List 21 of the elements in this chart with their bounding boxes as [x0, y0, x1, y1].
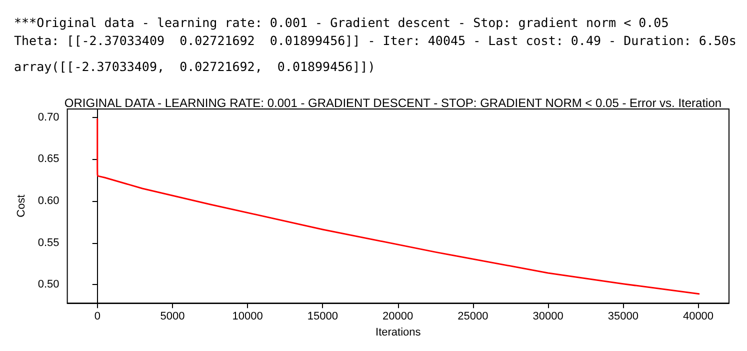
x-tick-label: 40000	[682, 310, 714, 323]
y-tick-label: 0.70	[38, 111, 60, 124]
chart-title: ORIGINAL DATA - LEARNING RATE: 0.001 - GRADIENT DESCENT - STOP: GRADIENT NORM < 0.05 - Error vs. Iteration	[64, 96, 722, 110]
y-tick-label: 0.60	[38, 195, 60, 208]
x-tick-label: 20000	[382, 310, 414, 323]
y-tick-label: 0.65	[38, 153, 60, 166]
x-tick-label: 10000	[232, 310, 263, 323]
x-tick-label: 25000	[458, 310, 488, 323]
text: Theta: [[-2.37033409 0.02721692 0.01899456]] - Iter: 40045 - Last cost: 0.49 - Duration: 6.50s	[14, 33, 736, 48]
x-axis-title: Iterations	[376, 326, 422, 338]
y-tick-label: 0.50	[38, 278, 60, 291]
text: ***Original data - learning rate: 0.001 - Gradient descent - Stop: gradient norm < 0.05	[14, 15, 669, 30]
y-axis-title: Cost	[16, 194, 28, 218]
x-tick-label: 15000	[307, 310, 338, 323]
x-tick-label: 35000	[608, 310, 638, 323]
x-tick-label: 0	[94, 310, 100, 323]
line-series	[96, 118, 700, 295]
x-tick-label: 30000	[532, 310, 564, 323]
text: array([[-2.37033409, 0.02721692, 0.01899456]])	[14, 59, 376, 74]
y-tick-label: 0.55	[38, 236, 60, 249]
x-tick-label: 5000	[160, 310, 185, 323]
